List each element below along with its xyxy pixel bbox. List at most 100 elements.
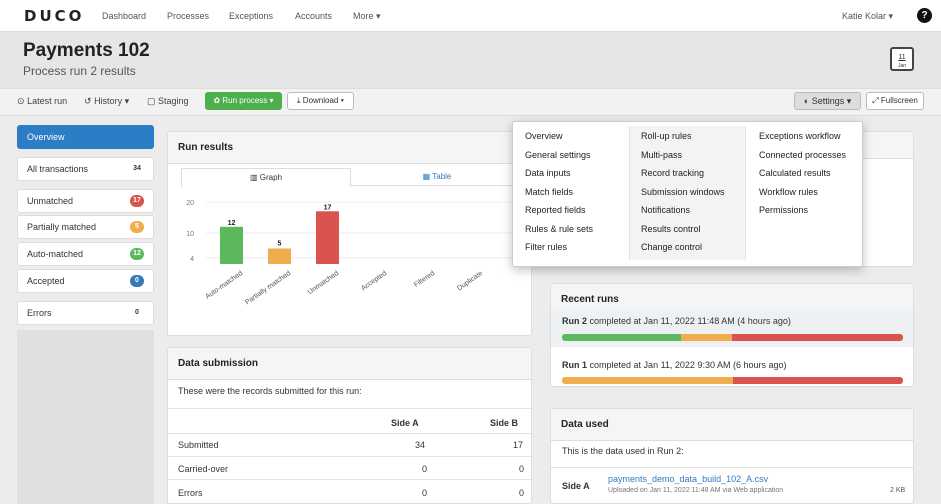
tab-table[interactable]: ▦ Table <box>352 168 522 187</box>
settings-menu-item[interactable]: Workflow rules <box>759 186 818 197</box>
download-button[interactable]: ⤓ Download ▾ <box>287 92 354 110</box>
settings-menu-item[interactable]: Multi-pass <box>641 149 683 160</box>
run-name: Run 2 <box>562 316 588 326</box>
data-used-intro: This is the data used in Run 2: <box>562 446 684 456</box>
settings-menu-item[interactable]: Results control <box>641 223 701 234</box>
settings-menu-item[interactable]: Submission windows <box>641 186 725 197</box>
sidebar-item-label: All transactions <box>27 164 89 174</box>
x-tick-label: Filtered <box>413 270 436 289</box>
staging-label: Staging <box>158 96 189 106</box>
y-tick-label: 20 <box>186 200 194 207</box>
settings-menu-item[interactable]: Filter rules <box>525 242 568 252</box>
settings-menu-item[interactable]: Match fields <box>525 186 574 197</box>
row-value-a: 0 <box>422 464 428 474</box>
duco-logo[interactable]: DUCO <box>24 7 85 25</box>
nav-exceptions[interactable]: Exceptions <box>229 11 274 21</box>
settings-menu-item[interactable]: Connected processes <box>759 149 847 160</box>
tab-graph[interactable]: ▥ Graph <box>181 168 351 187</box>
settings-menu-item[interactable]: Reported fields <box>525 205 586 215</box>
bar-data-label: 17 <box>324 204 332 211</box>
bar-chart-icon: ▥ <box>249 173 258 182</box>
progress-segment-orange <box>681 334 733 341</box>
latest-run-label: Latest run <box>27 96 68 106</box>
bar-data-label: 12 <box>228 220 236 227</box>
row-value-b: 0 <box>519 464 525 474</box>
data-file-meta: Uploaded on Jan 11, 2022 11:48 AM via We… <box>608 487 784 494</box>
run-name: Run 1 <box>562 360 588 370</box>
row-value-a: 34 <box>415 440 426 450</box>
sidebar-filler <box>17 330 154 504</box>
run-1-progress-bar <box>562 377 903 384</box>
sidebar-item-unmatched[interactable]: Unmatched 17 <box>17 189 154 213</box>
progress-segment-red <box>732 334 903 341</box>
settings-menu-item[interactable]: Change control <box>641 242 703 252</box>
tab-graph-label: Graph <box>259 173 283 182</box>
settings-menu-item[interactable]: Data inputs <box>525 168 571 178</box>
x-tick-label: Partially matched <box>244 270 292 307</box>
nav-dashboard[interactable]: Dashboard <box>102 11 147 21</box>
nav-more[interactable]: More ▾ <box>353 11 381 21</box>
sidebar-item-accepted[interactable]: Accepted 0 <box>17 269 154 293</box>
settings-menu-item[interactable]: Notifications <box>641 205 691 215</box>
settings-menu-item[interactable]: Calculated results <box>759 168 831 178</box>
sidebar-item-all-transactions[interactable]: All transactions 34 <box>17 157 154 181</box>
chart-tabs <box>181 168 521 186</box>
data-submission-intro: These were the records submitted for thi… <box>178 386 362 396</box>
clock-icon: ⊙ <box>17 96 25 106</box>
sidebar-item-label: Accepted <box>27 276 65 286</box>
help-icon[interactable]: ? <box>917 8 932 23</box>
sidebar-item-overview[interactable]: Overview <box>17 125 154 149</box>
sidebar-item-partially-matched[interactable]: Partially matched 5 <box>17 215 154 239</box>
bar-auto-matched[interactable] <box>220 226 243 264</box>
fullscreen-button[interactable]: ⤢ Fullscreen <box>866 92 924 110</box>
settings-menu-item[interactable]: Overview <box>525 131 563 141</box>
bar-partially-matched[interactable] <box>268 248 291 265</box>
recent-run-1[interactable]: Run 1 completed at Jan 11, 2022 9:30 AM … <box>562 360 787 370</box>
nav-accounts[interactable]: Accounts <box>295 11 333 21</box>
staging-button[interactable]: ▢ Staging <box>147 96 189 107</box>
data-file-size: 2 KB <box>890 487 906 494</box>
run-results-bar-chart: 20 10 4 12 Auto-matched 5 Partially matched 17 U… <box>186 200 521 307</box>
page-title: Payments 102 <box>23 40 150 61</box>
gear-icon: ✿ <box>213 96 221 105</box>
settings-menu-item[interactable]: Permissions <box>759 205 809 215</box>
data-submission-panel: Data submission <box>167 347 532 504</box>
staging-icon: ▢ <box>147 96 156 106</box>
page-header <box>0 32 941 88</box>
settings-label: Settings ▾ <box>811 96 852 106</box>
history-button[interactable]: ↺ History ▾ <box>84 96 129 107</box>
recent-run-2[interactable]: Run 2 completed at Jan 11, 2022 11:48 AM… <box>562 316 791 326</box>
run-process-button[interactable]: ✿ Run process ▾ <box>205 92 282 110</box>
latest-run-button[interactable]: ⊙ Latest run <box>17 96 67 107</box>
x-tick-label: Duplicate <box>456 270 484 293</box>
settings-menu-item[interactable]: General settings <box>525 149 591 160</box>
sidebar-item-errors[interactable]: Errors 0 <box>17 301 154 325</box>
data-submission-title: Data submission <box>168 348 531 380</box>
settings-menu-item[interactable]: Record tracking <box>641 168 705 178</box>
nav-processes[interactable]: Processes <box>167 11 210 21</box>
progress-segment-red <box>732 377 903 384</box>
run-text: completed at Jan 11, 2022 11:48 AM (4 ho… <box>589 316 791 326</box>
sidebar-item-label: Unmatched <box>27 196 74 206</box>
data-file-link[interactable]: payments_demo_data_build_102_A.csv <box>608 474 769 484</box>
count-badge: 0 <box>135 309 139 316</box>
bar-data-label: 5 <box>278 241 282 248</box>
recent-run-row-active[interactable] <box>551 309 913 347</box>
settings-menu-item[interactable]: Exceptions workflow <box>759 131 841 141</box>
bar-unmatched[interactable] <box>316 211 339 264</box>
table-divider <box>168 479 531 480</box>
settings-button[interactable]: ◐ Settings ▾ <box>794 92 861 110</box>
count-badge: 17 <box>130 195 144 207</box>
row-label-carried-over: Carried-over <box>178 464 229 474</box>
count-badge: 5 <box>130 221 144 233</box>
toggle-icon: ◐ <box>803 96 810 106</box>
run-results-title: Run results <box>168 132 531 164</box>
settings-menu-hover-column <box>629 126 745 260</box>
menu-divider <box>629 126 630 260</box>
sidebar-item-auto-matched[interactable]: Auto-matched 12 <box>17 242 154 266</box>
download-icon: ⤓ <box>297 96 301 105</box>
page-subtitle: Process run 2 results <box>23 64 136 78</box>
user-menu[interactable]: Katie Kolar ▾ <box>842 11 894 21</box>
settings-menu-item[interactable]: Rules & rule sets <box>525 223 594 234</box>
settings-menu-item[interactable]: Roll-up rules <box>641 131 692 141</box>
